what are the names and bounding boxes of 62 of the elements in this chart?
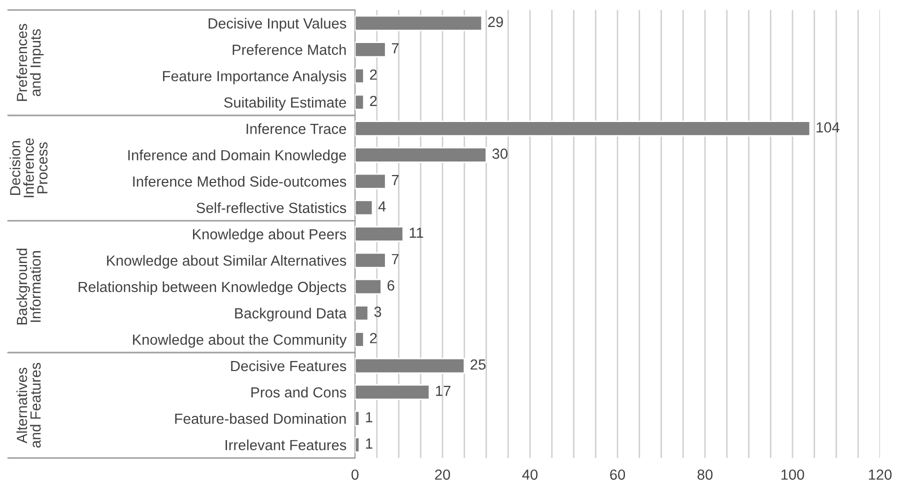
y-tick-label: Preference Match — [232, 44, 346, 55]
data-label: 7 — [392, 43, 399, 54]
y-tick-label: Knowledge about Similar Alternatives — [107, 255, 346, 269]
data-label: 104 — [816, 122, 840, 133]
data-label: 30 — [492, 148, 508, 159]
x-tick-label: 0 — [352, 469, 358, 480]
bar — [355, 42, 386, 58]
y-tick-label: Self-reflective Statistics — [196, 202, 346, 214]
bar — [355, 120, 811, 137]
bar — [355, 305, 369, 321]
y-tick-label: Knowledge about Peers — [193, 228, 346, 242]
data-label: 1 — [366, 438, 372, 449]
x-tick-label: 120 — [868, 469, 892, 480]
y-tick-label: Feature Importance Analysis — [163, 70, 346, 84]
bar — [355, 252, 386, 268]
data-label: 4 — [378, 201, 386, 212]
data-label: 29 — [488, 16, 503, 28]
y-tick-label: Decisive Features — [231, 360, 346, 372]
data-label: 11 — [410, 228, 424, 238]
x-tick-label: 60 — [610, 469, 626, 480]
y-tick-label: Irrelevant Features — [226, 440, 346, 450]
bar — [355, 173, 386, 190]
bar — [355, 410, 360, 426]
y-tick-label: Knowledge about the Community — [133, 334, 347, 348]
bar — [355, 384, 430, 400]
y-tick-label: Relationship between Knowledge Objects — [78, 281, 346, 296]
x-tick-label: 20 — [435, 469, 450, 480]
y-tick-label: Decisive Input Values — [208, 18, 346, 32]
bar — [355, 331, 364, 348]
x-tick-label: 80 — [698, 469, 713, 480]
data-label: 7 — [392, 175, 399, 186]
data-label: 3 — [374, 306, 382, 317]
data-label: 2 — [370, 333, 377, 344]
bar — [355, 94, 364, 110]
data-label: 7 — [392, 254, 399, 264]
data-label: 2 — [370, 69, 377, 80]
y-tick-label: Suitability Estimate — [224, 96, 346, 111]
text: Preferences and Inputs — [16, 24, 44, 101]
text: Alternatives and Features — [16, 362, 41, 448]
y-tick-label: Inference Method Side-outcomes — [133, 176, 346, 187]
bar — [355, 200, 374, 216]
bar — [355, 358, 466, 374]
bar — [355, 15, 483, 32]
x-tick-label: 40 — [522, 469, 538, 480]
y-tick-label: Background Data — [235, 308, 347, 322]
data-label: 1 — [366, 412, 372, 422]
x-tick-label: 100 — [781, 469, 804, 480]
bar — [355, 278, 382, 295]
data-label: 17 — [436, 386, 450, 396]
data-label: 25 — [470, 359, 486, 370]
bar — [355, 226, 404, 242]
y-tick-label: Pros and Cons — [251, 386, 346, 398]
y-tick-label: Inference Trace — [246, 123, 346, 134]
text: Decision Inference Process — [10, 138, 48, 198]
data-label: 6 — [388, 280, 394, 291]
bar — [355, 68, 364, 84]
y-tick-label: Inference and Domain Knowledge — [128, 150, 346, 164]
bar — [355, 147, 487, 163]
y-tick-label: Feature-based Domination — [175, 413, 346, 424]
data-label: 2 — [370, 96, 377, 106]
bar — [355, 436, 360, 453]
text: Background Information — [16, 248, 41, 324]
